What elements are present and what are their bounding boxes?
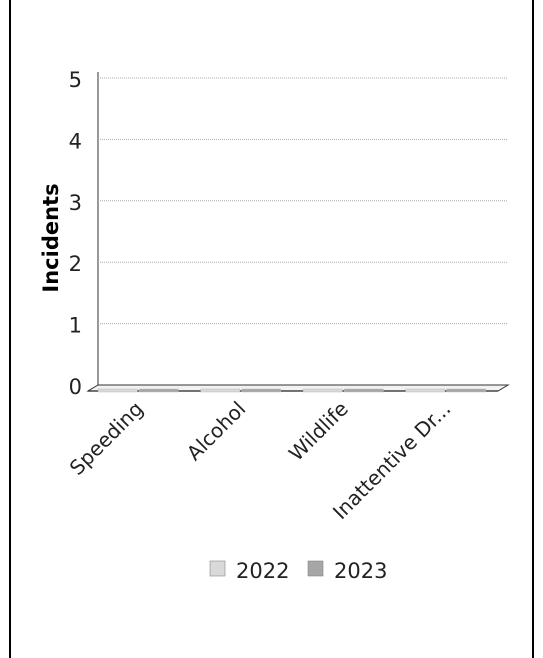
y-tick-label: 4	[69, 129, 82, 153]
bar	[98, 388, 138, 393]
y-tick-label: 0	[69, 375, 82, 399]
bar	[303, 388, 343, 393]
legend-swatch	[307, 560, 324, 577]
legend-label: 2023	[334, 559, 387, 583]
bar	[139, 388, 179, 393]
bar	[446, 388, 486, 393]
y-tick-label: 1	[69, 314, 82, 338]
y-tick-label: 2	[69, 252, 82, 276]
bar	[405, 388, 445, 393]
y-tick-label: 3	[69, 191, 82, 215]
x-tick-label: Speeding	[65, 397, 148, 480]
bar	[344, 388, 384, 393]
page-border	[9, 0, 534, 658]
y-axis-title: Incidents	[39, 183, 63, 292]
bar	[200, 388, 240, 393]
y-tick-label: 5	[69, 68, 82, 92]
legend-swatch	[209, 560, 226, 577]
x-tick-label: Wildlife	[284, 397, 353, 466]
bar	[241, 388, 281, 393]
legend-label: 2022	[236, 559, 289, 583]
x-tick-label: Alcohol	[182, 397, 251, 466]
legend: 2022 2023	[209, 559, 387, 583]
